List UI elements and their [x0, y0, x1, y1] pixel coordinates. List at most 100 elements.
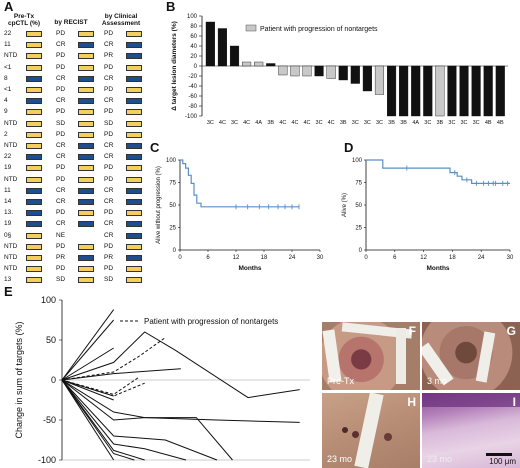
spider-plot: 100 50 0 -50 -100 Change in sum of targets (%…: [14, 295, 310, 465]
category-label: 3C: [424, 120, 431, 126]
panel-letter-d: D: [344, 140, 354, 155]
y-tick-label: -100: [185, 114, 198, 120]
os-curve: 0 25 50 75 100 0 6 12 18 24 30 Months Alive (%): [342, 158, 514, 272]
panel-letter-f: F: [408, 324, 416, 338]
survival-curve: [180, 159, 299, 208]
bar: [326, 65, 336, 79]
bar: [459, 65, 469, 117]
cell-clin-text: PR: [104, 254, 114, 261]
patient-trajectory: [61, 379, 187, 461]
bar: [338, 65, 348, 81]
cell-rec-text: PD: [56, 175, 66, 183]
cell-rec-box: [78, 120, 94, 127]
category-label: 3B: [400, 120, 407, 126]
cell-clin-text: PD: [104, 242, 114, 250]
cell-rec-box: [78, 42, 94, 49]
y-axis-label: Change in sum of targets (%): [14, 321, 24, 438]
y-tick-label: 100: [187, 14, 198, 20]
y-tick-label: 0: [359, 248, 363, 254]
y-tick-label: 100: [166, 158, 177, 164]
cell-rec-box: [78, 53, 94, 60]
patient-trajectory: [61, 379, 145, 397]
cell-pre-text: 19: [4, 220, 12, 228]
col-header-clinical: by Clinical Assessment: [101, 13, 141, 27]
bar: [423, 65, 433, 117]
cell-pre-box: [26, 255, 42, 261]
photo-label-23mo: 23 mo: [327, 454, 353, 464]
cell-rec-box: [78, 64, 94, 71]
bar: [254, 61, 264, 67]
col-header-recist: by RECIST: [54, 19, 88, 26]
cell-pre-box: [26, 243, 42, 250]
cell-clin-text: PD: [104, 164, 114, 172]
panel-letter-c: C: [150, 140, 160, 155]
cell-pre-box: [26, 53, 42, 60]
cell-rec-text: CR: [56, 198, 66, 205]
y-tick-label: -20: [188, 74, 197, 80]
cell-pre-text: 11: [4, 186, 11, 194]
cell-clin-box: [126, 165, 142, 172]
patient-trajectory: [61, 379, 114, 397]
category-label: 3C: [448, 120, 455, 126]
cell-clin-text: PD: [104, 175, 114, 183]
cell-clin-text: PD: [104, 86, 114, 93]
cell-pre-box: [26, 120, 42, 127]
category-label: 4C: [328, 120, 335, 126]
bar: [266, 63, 276, 67]
cell-clin-text: PD: [104, 63, 114, 71]
cell-rec-box: [78, 98, 94, 105]
y-tick-label: -40: [188, 84, 197, 90]
x-tick-label: 0: [178, 255, 182, 261]
cell-pre-text: NTD: [4, 254, 18, 261]
cell-clin-text: CR: [104, 186, 114, 194]
category-label: 3C: [461, 120, 468, 126]
cell-rec-text: CR: [56, 97, 66, 105]
cell-clin-text: PD: [104, 130, 114, 138]
cell-pre-box: [26, 109, 42, 116]
cell-rec-box: [78, 87, 94, 93]
bar: [205, 21, 215, 67]
y-tick-label: -50: [43, 415, 56, 425]
cell-pre-box: [26, 165, 42, 172]
panel-letter-b: B: [166, 0, 176, 14]
patient-trajectory: [61, 379, 233, 461]
y-tick-label: 100: [352, 158, 363, 164]
cell-pre-text: 19: [4, 164, 12, 172]
patient-trajectory: [61, 379, 114, 401]
patient-trajectory: [61, 347, 114, 381]
cell-rec-box: [78, 199, 94, 205]
category-label: 4B: [485, 120, 492, 126]
cell-pre-box: [26, 187, 42, 194]
y-tick-label: -100: [38, 455, 56, 465]
patient-trajectory: [61, 337, 166, 381]
cell-rec-box: [78, 31, 94, 37]
patient-trajectory: [61, 309, 115, 381]
cell-clin-text: PR: [104, 52, 114, 60]
cell-pre-text: NTD: [4, 175, 18, 183]
cell-clin-text: CR: [104, 153, 114, 161]
y-axis-label: Alive without progression (%): [156, 166, 162, 244]
x-tick-label: 6: [393, 255, 397, 261]
cell-clin-text: PD: [104, 265, 114, 273]
patient-trajectory: [61, 379, 218, 461]
scale-bar: [486, 453, 512, 456]
cell-clin-text: CR: [104, 97, 114, 105]
y-tick-label: -60: [188, 94, 197, 100]
bar: [374, 65, 385, 95]
cell-rec-text: SD: [56, 119, 66, 127]
pfs-curve: 0 25 50 75 100 0 6 12 18 24 30 Months Alive without …: [156, 158, 324, 272]
cell-rec-text: PD: [56, 265, 66, 273]
cell-clin-box: [126, 266, 142, 273]
cell-rec-text: PD: [56, 130, 66, 138]
cell-pre-box: [26, 232, 42, 239]
scale-bar-label: 100 μm: [489, 457, 516, 466]
photo-histology: 23 mo 100 μm I: [422, 393, 520, 468]
cell-rec-text: NE: [56, 231, 66, 239]
cell-rec-box: [78, 143, 94, 149]
cell-clin-box: [126, 120, 142, 127]
cell-clin-box: [126, 64, 142, 71]
y-tick-label: 80: [190, 24, 197, 30]
bar: [302, 65, 312, 77]
cell-clin-text: PD: [104, 30, 114, 37]
bar: [483, 65, 493, 117]
